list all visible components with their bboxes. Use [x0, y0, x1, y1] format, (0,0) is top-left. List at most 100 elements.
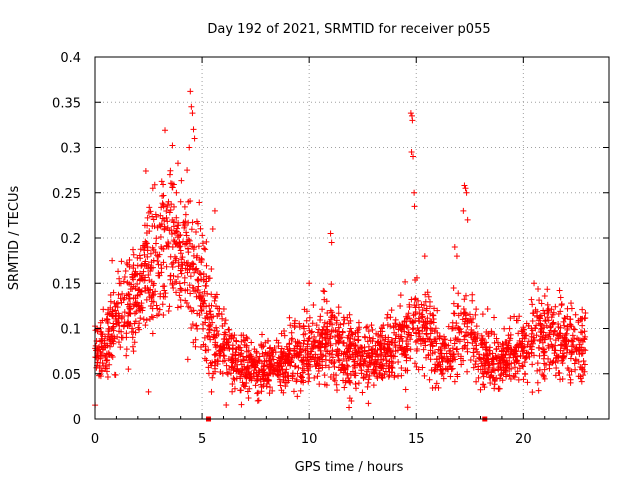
data-point	[468, 319, 475, 326]
data-point	[347, 335, 354, 342]
data-point	[176, 292, 183, 299]
data-point	[113, 300, 120, 307]
data-point	[426, 376, 433, 383]
data-point	[428, 367, 435, 374]
data-point	[418, 301, 425, 308]
data-point	[185, 198, 192, 205]
data-point	[380, 322, 387, 329]
data-point	[535, 387, 542, 394]
data-point	[309, 320, 316, 327]
data-point	[388, 336, 395, 343]
data-point	[361, 374, 368, 381]
data-point	[147, 303, 154, 310]
data-point	[335, 304, 342, 311]
data-point	[121, 309, 128, 316]
data-point	[344, 371, 351, 378]
data-point	[192, 343, 199, 350]
data-point	[437, 350, 444, 357]
data-point	[399, 338, 406, 345]
data-point	[412, 304, 419, 311]
data-point	[109, 312, 116, 319]
data-point	[223, 401, 230, 408]
data-point	[292, 338, 299, 345]
data-point	[563, 330, 570, 337]
data-point	[190, 126, 197, 133]
data-point	[549, 344, 556, 351]
data-point	[205, 346, 212, 353]
data-point	[222, 317, 229, 324]
data-point	[566, 371, 573, 378]
data-point	[147, 265, 154, 272]
data-point	[262, 349, 269, 356]
data-point	[533, 332, 540, 339]
data-point	[327, 230, 334, 237]
data-point	[167, 253, 174, 260]
data-point	[452, 335, 459, 342]
data-point	[168, 261, 175, 268]
data-point	[441, 336, 448, 343]
data-point	[503, 339, 510, 346]
data-point	[262, 375, 269, 382]
data-point	[358, 367, 365, 374]
data-point	[451, 378, 458, 385]
data-point	[582, 347, 589, 354]
data-point	[410, 153, 417, 160]
data-point	[108, 340, 115, 347]
data-point	[118, 328, 125, 335]
data-point	[544, 307, 551, 314]
data-point	[328, 309, 335, 316]
data-point	[159, 192, 166, 199]
y-tick-labels: 0 0.05 0.1 0.15 0.2 0.25 0.3 0.35 0.4	[52, 51, 81, 428]
data-point	[194, 310, 201, 317]
data-point	[144, 253, 151, 260]
data-point	[476, 354, 483, 361]
data-point	[126, 263, 133, 270]
data-point	[461, 182, 468, 189]
data-point	[152, 240, 159, 247]
data-point	[267, 362, 274, 369]
data-point	[450, 310, 457, 317]
data-point	[281, 327, 288, 334]
data-point	[319, 358, 326, 365]
data-point	[521, 355, 528, 362]
data-point	[506, 365, 513, 372]
data-point	[122, 268, 129, 275]
data-point	[233, 337, 240, 344]
data-point	[109, 324, 116, 331]
data-point	[127, 286, 134, 293]
data-point	[220, 344, 227, 351]
data-point	[199, 232, 206, 239]
data-point	[473, 306, 480, 313]
data-point	[371, 348, 378, 355]
data-point	[520, 332, 527, 339]
data-point	[432, 325, 439, 332]
data-point	[139, 276, 146, 283]
data-point	[230, 375, 237, 382]
data-point	[322, 336, 329, 343]
data-point	[120, 278, 127, 285]
data-point	[359, 350, 366, 357]
data-point	[115, 319, 122, 326]
data-point	[214, 327, 221, 334]
data-point	[329, 347, 336, 354]
data-point	[109, 257, 116, 264]
data-point	[123, 260, 130, 267]
data-point	[184, 356, 191, 363]
data-point	[321, 381, 328, 388]
data-point	[453, 346, 460, 353]
data-point	[571, 326, 578, 333]
data-point	[282, 369, 289, 376]
data-point	[157, 290, 164, 297]
data-point	[160, 181, 167, 188]
data-point	[398, 364, 405, 371]
data-point	[357, 357, 364, 364]
data-point	[363, 324, 370, 331]
data-point	[189, 219, 196, 226]
data-point	[506, 372, 513, 379]
data-point	[321, 330, 328, 337]
data-point	[140, 316, 147, 323]
data-point	[503, 348, 510, 355]
data-point	[529, 389, 536, 396]
data-point	[564, 365, 571, 372]
data-point	[203, 310, 210, 317]
